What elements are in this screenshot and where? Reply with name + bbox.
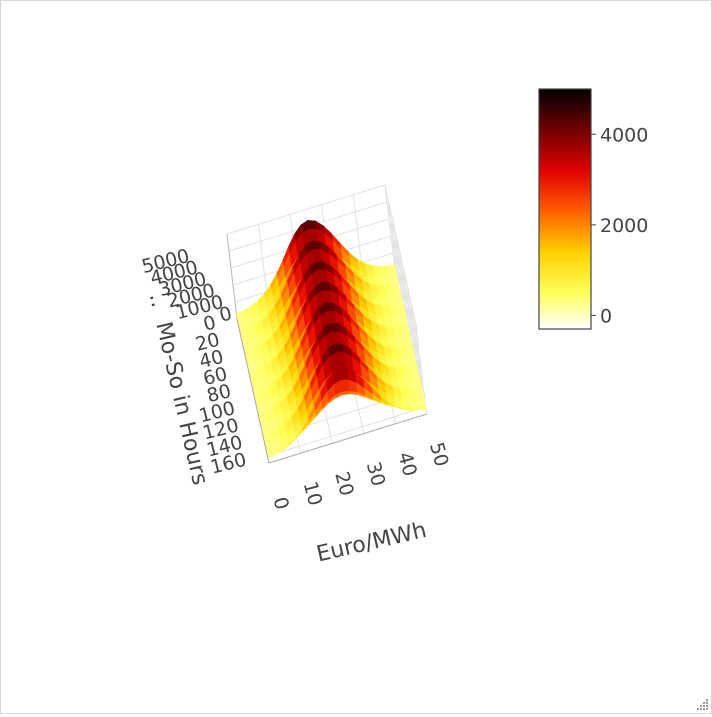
surface-patch <box>366 278 376 283</box>
surface-patch <box>394 401 404 406</box>
surface-patch <box>376 319 385 324</box>
surface-patch <box>400 393 410 399</box>
surface-patch <box>372 270 382 276</box>
surface-patch <box>410 407 420 411</box>
x-tick-label: 40 <box>393 450 421 479</box>
x-tick-label: 30 <box>362 460 390 489</box>
surface-patch <box>382 311 392 317</box>
x-axis-line <box>268 413 428 464</box>
surface-patch <box>386 332 396 338</box>
surface-patch <box>391 352 401 358</box>
y-tick-label: 0 <box>201 312 218 336</box>
y-axis-title-prefix: .. <box>144 291 172 310</box>
resize-grip-icon[interactable] <box>693 695 709 711</box>
x-tick-label: 50 <box>425 440 453 469</box>
surface-patch <box>389 380 399 386</box>
x-axis-title: Euro/MWh <box>314 518 429 568</box>
surface-mesh[interactable] <box>236 220 427 459</box>
scene-3d[interactable]: 0 10 20 30 40 5002040608010012014016001000200… <box>139 184 453 512</box>
surface-patch <box>340 378 350 392</box>
x-tick-label: 10 <box>299 479 327 508</box>
colorbar-tick-label: 2000 <box>600 215 648 237</box>
x-tick-label: 20 <box>330 469 358 498</box>
x-tick-label: 0 <box>269 495 293 512</box>
z-tick-label: 0 <box>217 303 234 327</box>
colorbar-tick-label: 4000 <box>600 124 648 146</box>
surface-patch <box>403 408 413 411</box>
surface-patch <box>395 373 405 379</box>
y-axis-line <box>236 318 270 464</box>
surface-patch <box>377 291 387 296</box>
colorbar-tick-label: 0 <box>600 305 612 327</box>
surface-patch <box>380 339 390 345</box>
surface-patch <box>371 298 381 304</box>
surface-patch <box>339 367 349 381</box>
colorbar[interactable]: 0 2000 4000 <box>538 88 648 330</box>
scene-axes: 0 10 20 30 40 5002040608010012014016001000200… <box>139 245 452 512</box>
surface-patch <box>385 360 395 365</box>
colorbar-fill <box>538 88 592 330</box>
colorbar-ticks: 0 2000 4000 <box>591 124 648 327</box>
